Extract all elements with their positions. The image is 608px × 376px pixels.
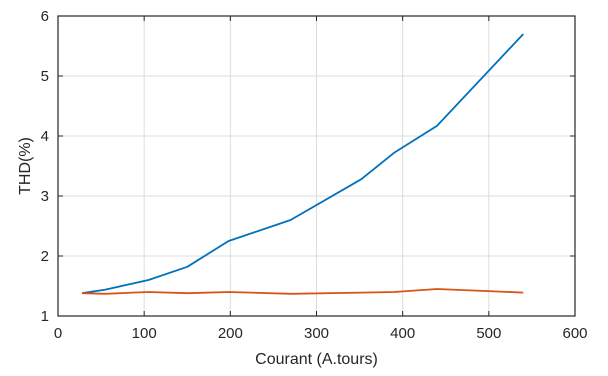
axis-ticks: 0 100 200 300 400 500 600 1 2 3 4 5 6 — [41, 8, 588, 342]
series-layer — [81, 33, 524, 295]
grid — [58, 16, 575, 316]
x-tick-label: 300 — [304, 325, 329, 342]
y-tick-label: 1 — [41, 308, 49, 325]
y-tick-label: 6 — [41, 8, 49, 25]
y-tick-label: 2 — [41, 248, 49, 265]
x-tick-label: 600 — [562, 325, 587, 342]
y-axis-label: THD(%) — [17, 137, 34, 195]
x-tick-label: 200 — [218, 325, 243, 342]
y-tick-label: 5 — [41, 68, 49, 85]
x-tick-label: 400 — [390, 325, 415, 342]
x-axis-label: Courant (A.tours) — [255, 351, 378, 368]
x-tick-label: 500 — [476, 325, 501, 342]
y-tick-label: 3 — [41, 188, 49, 205]
series-line-1 — [81, 33, 524, 295]
y-tick-label: 4 — [41, 128, 49, 145]
x-tick-label: 0 — [54, 325, 62, 342]
series-line-2 — [82, 288, 524, 295]
x-tick-label: 100 — [132, 325, 157, 342]
